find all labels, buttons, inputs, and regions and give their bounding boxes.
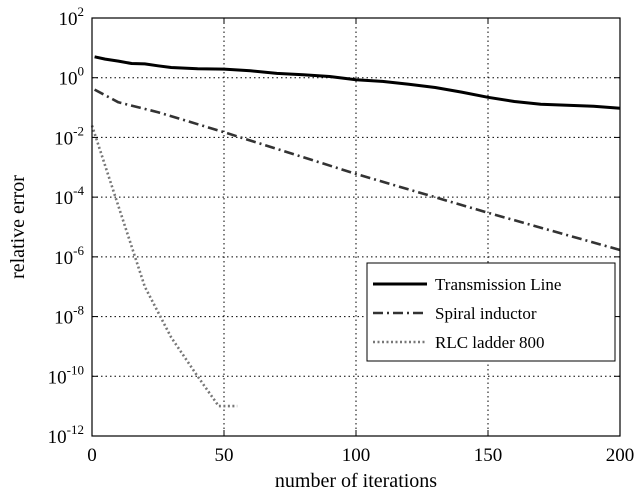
legend-label: Spiral inductor	[435, 304, 537, 323]
y-tick-power: -10	[67, 362, 84, 377]
series-layer	[90, 55, 621, 408]
y-tick-base: 10	[54, 308, 73, 329]
x-tick-label: 50	[215, 445, 234, 466]
y-tick-base: 10	[48, 427, 67, 448]
y-tick-power: -8	[73, 303, 84, 318]
y-tick-base: 10	[54, 188, 73, 209]
legend-label: Transmission Line	[435, 275, 561, 294]
x-tick-label: 100	[342, 445, 371, 466]
y-tick-base: 10	[59, 9, 78, 30]
x-tick-label: 0	[87, 445, 97, 466]
y-tick-power: -4	[73, 183, 84, 198]
y-tick-label: 10-2	[54, 123, 84, 149]
series-line-rlc-ladder-800	[90, 125, 238, 408]
y-tick-power: 0	[78, 64, 85, 79]
y-tick-label: 102	[59, 4, 85, 30]
ticks	[91, 17, 621, 437]
legend: Transmission Line Spiral inductor RLC ladd…	[366, 262, 616, 362]
y-axis-label: relative error	[7, 175, 29, 279]
y-tick-base: 10	[48, 367, 67, 388]
y-tick-label: 10-10	[48, 362, 84, 388]
y-tick-base: 10	[54, 128, 73, 149]
y-tick-power: 2	[78, 4, 85, 19]
y-tick-label: 10-8	[54, 303, 84, 329]
series-line-spiral-inductor	[93, 88, 621, 252]
x-tick-label: 200	[606, 445, 635, 466]
y-tick-base: 10	[59, 69, 78, 90]
tick-labels: 0 50 100 150 20010210010-210-410-610-810-101…	[48, 4, 635, 466]
x-tick-label: 150	[474, 445, 503, 466]
y-tick-power: -6	[73, 243, 84, 258]
y-tick-power: -2	[73, 123, 84, 138]
series-line-transmission-line	[94, 55, 621, 110]
x-axis-label: number of iterations	[275, 470, 437, 492]
y-tick-power: -12	[67, 422, 84, 437]
y-tick-label: 10-6	[54, 243, 84, 269]
y-tick-base: 10	[54, 248, 73, 269]
y-tick-label: 100	[59, 64, 85, 90]
legend-label: RLC ladder 800	[435, 333, 545, 352]
y-tick-label: 10-12	[48, 422, 84, 448]
y-tick-label: 10-4	[54, 183, 84, 209]
